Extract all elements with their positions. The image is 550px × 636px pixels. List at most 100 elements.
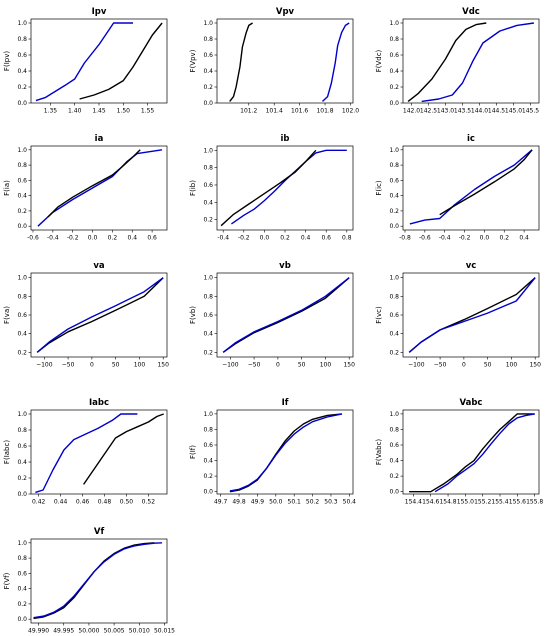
y-tick-label: 0.0 — [203, 489, 213, 496]
cdf-series-line — [37, 149, 163, 227]
x-tick-label: 101.8 — [316, 108, 333, 115]
y-axis-label: F(vc) — [375, 306, 383, 324]
axes-frame — [216, 409, 354, 495]
cdf-series-line — [36, 277, 164, 353]
y-tick-label: 0.0 — [17, 616, 27, 623]
y-tick-label: 0.8 — [17, 427, 27, 434]
y-tick-label: 0.4 — [203, 331, 213, 338]
cdf-series-line — [79, 22, 163, 100]
y-tick-label: 0.2 — [17, 84, 27, 91]
x-tick-label: 50.0 — [269, 499, 283, 506]
y-tick-label: 0.6 — [17, 443, 27, 450]
x-tick-label: 1.50 — [117, 108, 131, 115]
cdf-series-line — [229, 413, 343, 492]
axes-frame — [30, 145, 168, 231]
panel-title: ib — [281, 134, 290, 144]
panel-title: va — [93, 261, 105, 271]
y-tick-label: 0.6 — [17, 570, 27, 577]
x-tick-label: 0.52 — [142, 499, 156, 506]
y-tick-label: 0.8 — [17, 293, 27, 300]
x-tick-label: -0.2 — [459, 235, 471, 242]
axes-frame — [30, 18, 168, 104]
x-tick-label: 0.2 — [499, 235, 509, 242]
y-tick-label: 0.8 — [17, 36, 27, 43]
y-tick-label: 0.8 — [389, 36, 399, 43]
y-axis-label: F(va) — [3, 306, 11, 324]
x-tick-label: 144.5 — [488, 108, 505, 115]
x-tick-label: −100 — [222, 362, 239, 369]
y-tick-label: 0.2 — [17, 601, 27, 608]
cdf-series-line — [408, 277, 536, 353]
x-tick-label: 142.0 — [403, 108, 420, 115]
x-tick-label: -0.4 — [439, 235, 451, 242]
y-tick-label: 0.8 — [17, 555, 27, 562]
cdf-series-line — [229, 22, 253, 102]
x-tick-label: 101.4 — [266, 108, 283, 115]
x-tick-label: 0.4 — [127, 235, 137, 242]
y-tick-label: 0.8 — [389, 426, 399, 433]
x-tick-label: 1.55 — [141, 108, 155, 115]
y-tick-label: 0.4 — [17, 193, 27, 200]
x-tick-label: 0.2 — [108, 235, 118, 242]
y-tick-label: 0.0 — [17, 491, 27, 498]
y-tick-label: 1.0 — [17, 411, 27, 418]
y-tick-label: 0.2 — [17, 208, 27, 215]
cdf-series-line — [409, 413, 535, 493]
panel-title: Iabc — [89, 398, 109, 408]
cdf-series-line — [83, 413, 164, 485]
y-axis-label: F(Vf) — [3, 572, 11, 589]
x-tick-label: 0 — [276, 362, 280, 369]
x-tick-label: 150 — [343, 362, 355, 369]
y-tick-label: 0.6 — [389, 442, 399, 449]
cdf-panel-vc: vc F(vc) −100 −50 0 50 100 150 0.2 0.4 0.6 0.8 1.0 — [375, 261, 541, 369]
cdf-panel-iabc: Iabc F(Iabc) 0.42 0.44 0.46 0.48 0.50 0.52 0.0 0.… — [3, 398, 168, 506]
x-tick-label: 145.0 — [505, 108, 522, 115]
y-tick-label: 0.4 — [389, 331, 399, 338]
x-tick-label: 155.6 — [509, 499, 526, 506]
y-tick-label: 0.4 — [203, 68, 213, 75]
y-tick-label: 0.6 — [203, 442, 213, 449]
y-tick-label: 0.4 — [17, 586, 27, 593]
axes-frame — [30, 538, 168, 624]
x-tick-label: 0.2 — [280, 235, 290, 242]
cdf-series-line — [35, 22, 133, 102]
panel-title: Vabc — [460, 398, 483, 408]
cdf-series-line — [222, 277, 350, 353]
x-tick-label: 0.8 — [342, 235, 352, 242]
panel-title: ia — [95, 134, 104, 144]
axes-frame — [402, 272, 540, 358]
y-tick-label: 0.4 — [203, 458, 213, 465]
y-tick-label: 0.6 — [203, 52, 213, 59]
y-axis-label: F(Ipv) — [3, 51, 11, 71]
y-tick-label: 0.0 — [17, 100, 27, 107]
x-tick-label: −50 — [248, 362, 261, 369]
x-tick-label: 49.8 — [232, 499, 246, 506]
y-tick-label: 0.6 — [17, 52, 27, 59]
cdf-series-line — [407, 22, 487, 102]
y-tick-label: 1.0 — [203, 411, 213, 418]
x-tick-label: 155.4 — [491, 499, 508, 506]
x-tick-label: 155.8 — [526, 499, 543, 506]
cdf-series-line — [35, 413, 138, 494]
y-tick-label: 1.0 — [203, 20, 213, 27]
axes-frame — [216, 18, 354, 104]
x-tick-label: 0.6 — [321, 235, 331, 242]
axes-frame — [30, 272, 168, 358]
axes-frame — [216, 272, 354, 358]
y-tick-label: 1.0 — [17, 147, 27, 154]
y-tick-label: 0.4 — [389, 68, 399, 75]
y-tick-label: 0.8 — [17, 162, 27, 169]
x-tick-label: 50.005 — [104, 628, 125, 635]
panel-title: ic — [467, 134, 475, 144]
cdf-panel-vpv: Vpv F(Vpv) 101.2 101.4 101.6 101.8 102.0 0.0 0.2… — [189, 7, 359, 115]
y-axis-label: F(ia) — [3, 180, 11, 196]
y-tick-label: 0.2 — [203, 84, 213, 91]
y-tick-label: 0.2 — [389, 208, 399, 215]
x-tick-label: −50 — [434, 362, 447, 369]
x-tick-label: 1.40 — [68, 108, 82, 115]
cdf-panel-ia: ia F(ia) -0.6 -0.4 -0.2 0.0 0.2 0.4 0.6 0.0 0.2 0.4… — [3, 134, 168, 242]
y-tick-label: 0.0 — [203, 100, 213, 107]
y-tick-label: 0.4 — [17, 459, 27, 466]
y-tick-label: 1.0 — [389, 411, 399, 418]
x-tick-label: -0.6 — [419, 235, 431, 242]
